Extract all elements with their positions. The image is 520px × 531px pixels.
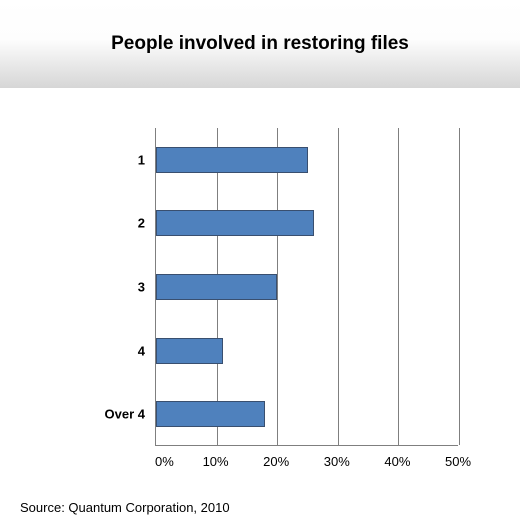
x-axis-label: 30% bbox=[324, 454, 350, 469]
gridline bbox=[338, 128, 339, 445]
bar bbox=[156, 147, 308, 173]
title-band: People involved in restoring files bbox=[0, 0, 520, 88]
gridline bbox=[459, 128, 460, 445]
x-axis-label: 50% bbox=[445, 454, 471, 469]
x-axis-label: 20% bbox=[263, 454, 289, 469]
bar bbox=[156, 274, 277, 300]
gridline bbox=[398, 128, 399, 445]
bar bbox=[156, 338, 223, 364]
x-axis-label: 10% bbox=[203, 454, 229, 469]
gridline bbox=[277, 128, 278, 445]
source-text: Source: Quantum Corporation, 2010 bbox=[20, 500, 230, 515]
chart-container: People involved in restoring files Sourc… bbox=[0, 0, 520, 531]
bar bbox=[156, 210, 314, 236]
bar bbox=[156, 401, 265, 427]
x-axis-label: 0% bbox=[155, 454, 174, 469]
y-axis-label: 4 bbox=[45, 343, 145, 358]
plot-area bbox=[155, 128, 458, 446]
y-axis-label: 2 bbox=[45, 216, 145, 231]
chart-title: People involved in restoring files bbox=[111, 33, 409, 55]
chart-area bbox=[155, 128, 458, 446]
y-axis-label: Over 4 bbox=[45, 407, 145, 422]
x-axis-label: 40% bbox=[384, 454, 410, 469]
y-axis-label: 3 bbox=[45, 280, 145, 295]
y-axis-label: 1 bbox=[45, 152, 145, 167]
